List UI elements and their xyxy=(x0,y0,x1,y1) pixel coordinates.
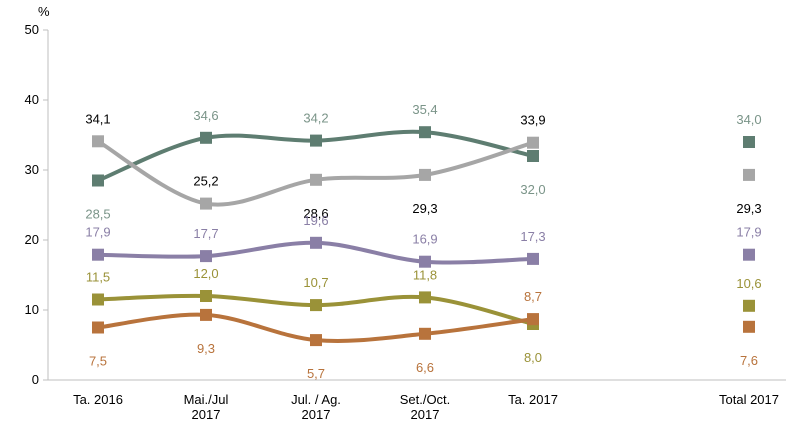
data-label: 28,5 xyxy=(85,207,110,222)
data-point-marker xyxy=(92,321,104,334)
data-label: 34,1 xyxy=(85,111,110,126)
data-point-marker xyxy=(310,134,322,147)
x-category-label: Mai./Jul 2017 xyxy=(184,392,229,422)
data-label: 8,0 xyxy=(524,350,542,365)
chart-data-labels: 28,5 34,6 34,2 35,4 32,0 34,0 34,1 25,2 28,6 29,3… xyxy=(85,102,761,381)
data-point-marker xyxy=(200,290,212,302)
data-label: 17,3 xyxy=(520,229,545,244)
chart-axes: 0 10 20 30 40 50% Ta. 2016 Mai./Jul 2017 Jul. / A… xyxy=(25,4,786,422)
data-label: 11,8 xyxy=(413,267,437,282)
chart-markers xyxy=(92,126,755,347)
data-point-marker xyxy=(92,174,104,187)
data-point-marker xyxy=(743,168,755,181)
data-label: 7,6 xyxy=(740,353,758,368)
data-point-marker xyxy=(310,173,322,186)
x-category-label: Ta. 2017 xyxy=(508,392,558,407)
x-category-label: Total 2017 xyxy=(719,392,779,407)
data-label: 25,2 xyxy=(193,174,218,189)
data-label: 34,0 xyxy=(736,112,761,127)
data-point-marker xyxy=(743,299,755,312)
data-label: 16,9 xyxy=(412,232,437,247)
data-point-marker xyxy=(743,248,755,261)
data-point-marker xyxy=(743,320,755,333)
data-point-marker xyxy=(200,197,212,210)
data-label: 17,9 xyxy=(736,225,761,240)
data-label: 33,9 xyxy=(520,113,545,128)
data-point-marker xyxy=(527,136,539,149)
data-point-marker xyxy=(743,136,755,148)
data-point-marker xyxy=(527,313,539,326)
data-label: 11,5 xyxy=(86,270,110,285)
data-point-marker xyxy=(527,150,539,162)
data-label: 6,6 xyxy=(416,360,434,375)
data-point-marker xyxy=(92,135,104,148)
data-point-marker xyxy=(419,168,431,181)
data-point-marker xyxy=(419,126,431,139)
data-label: 34,2 xyxy=(303,111,328,126)
data-point-marker xyxy=(310,299,322,312)
y-tick-label: 20 xyxy=(25,232,39,247)
data-label: 12,0 xyxy=(193,266,218,281)
data-label: 17,7 xyxy=(193,226,218,241)
data-point-marker xyxy=(310,236,322,249)
data-label: 10,7 xyxy=(303,275,328,290)
y-axis-unit-label: % xyxy=(38,4,50,19)
data-point-marker xyxy=(92,248,104,261)
data-point-marker xyxy=(200,250,212,263)
data-label: 29,3 xyxy=(736,201,761,216)
data-label: 17,9 xyxy=(85,225,110,240)
y-tick-label: 10 xyxy=(25,302,39,317)
y-tick-label: 50 xyxy=(25,22,39,37)
data-label: 10,6 xyxy=(736,276,761,291)
data-label: 28,6 xyxy=(303,206,328,221)
data-point-marker xyxy=(92,293,104,306)
data-label: 8,7 xyxy=(524,289,542,304)
x-category-label: Jul. / Ag. 2017 xyxy=(291,392,341,422)
data-point-marker xyxy=(527,252,539,265)
y-tick-label: 40 xyxy=(25,92,39,107)
data-point-marker xyxy=(200,308,212,321)
y-tick-label: 30 xyxy=(25,162,39,177)
data-point-marker xyxy=(310,334,322,347)
data-point-marker xyxy=(419,291,431,304)
data-label: 29,3 xyxy=(412,201,437,216)
data-point-marker xyxy=(419,327,431,340)
data-label: 9,3 xyxy=(197,341,215,356)
data-point-marker xyxy=(200,131,212,144)
data-label: 35,4 xyxy=(412,102,437,117)
data-label: 19,6 xyxy=(303,213,328,228)
x-category-label: Set./Oct. 2017 xyxy=(400,392,451,422)
data-label: 34,6 xyxy=(193,108,218,123)
data-label: 5,7 xyxy=(307,366,325,381)
x-category-label: Ta. 2016 xyxy=(73,392,123,407)
data-point-marker xyxy=(419,255,431,268)
y-tick-label: 0 xyxy=(32,372,39,387)
data-label: 32,0 xyxy=(520,182,545,197)
data-label: 7,5 xyxy=(89,354,107,369)
